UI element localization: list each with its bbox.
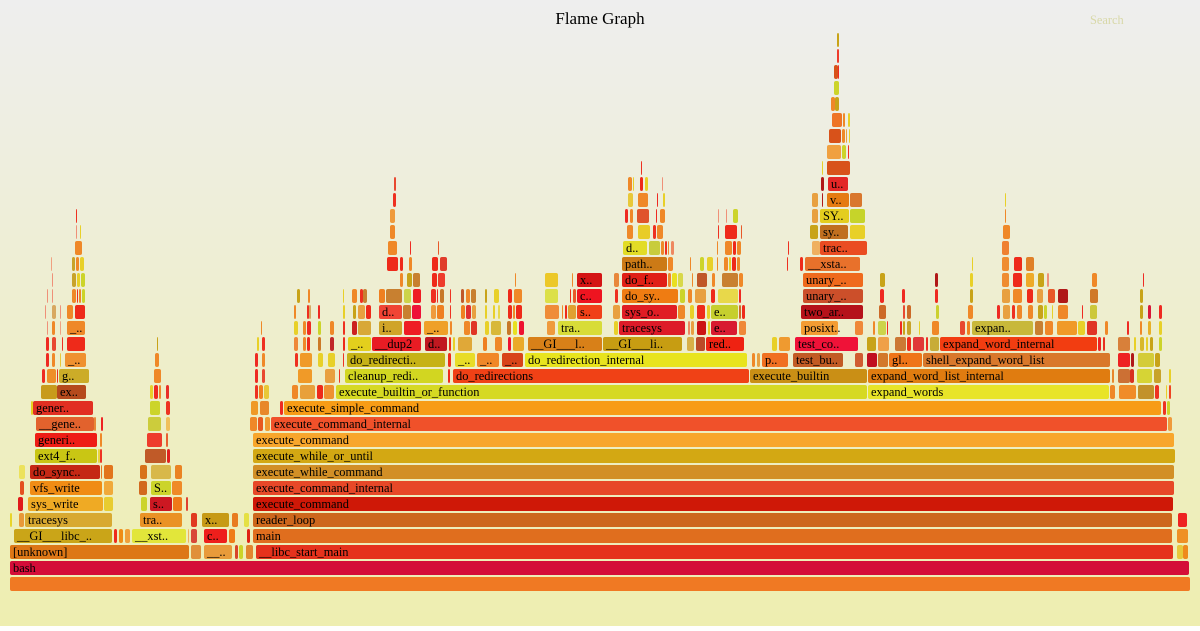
svg-text:Search: Search: [1090, 13, 1125, 27]
svg-text:u..: u..: [831, 177, 843, 191]
svg-text:sy..: sy..: [823, 225, 839, 239]
svg-text:execute_command: execute_command: [256, 497, 350, 511]
svg-text:__dup2: __dup2: [374, 337, 412, 351]
svg-text:__gene..: __gene..: [38, 417, 81, 431]
svg-text:x..: x..: [580, 273, 592, 287]
svg-text:posixt..: posixt..: [804, 321, 841, 335]
svg-text:do_redirection_internal: do_redirection_internal: [528, 353, 645, 367]
svg-text:expand_word_internal: expand_word_internal: [943, 337, 1055, 351]
svg-text:expand_words: expand_words: [871, 385, 943, 399]
svg-text:ext4_f..: ext4_f..: [38, 449, 76, 463]
svg-text:do_sy..: do_sy..: [625, 289, 660, 303]
svg-text:s..: s..: [153, 497, 164, 511]
svg-text:do_sync..: do_sync..: [33, 465, 81, 479]
svg-text:execute_builtin: execute_builtin: [753, 369, 829, 383]
svg-text:do_redirections: do_redirections: [456, 369, 533, 383]
svg-text:s..: s..: [580, 305, 591, 319]
svg-text:test_co..: test_co..: [798, 337, 839, 351]
svg-text:do_f..: do_f..: [625, 273, 654, 287]
svg-text:unary_..: unary_..: [806, 289, 847, 303]
svg-text:_..: _..: [350, 337, 363, 351]
svg-text:vfs_write: vfs_write: [33, 481, 80, 495]
svg-text:SY..: SY..: [823, 209, 843, 223]
svg-text:x..: x..: [205, 513, 217, 527]
svg-text:gener..: gener..: [36, 401, 69, 415]
svg-text:tra..: tra..: [561, 321, 580, 335]
svg-text:main: main: [256, 529, 281, 543]
svg-text:d..: d..: [382, 305, 394, 319]
svg-text:e..: e..: [714, 321, 726, 335]
svg-text:two_ar..: two_ar..: [804, 305, 844, 319]
svg-text:sys_write: sys_write: [31, 497, 79, 511]
svg-text:__xst..: __xst..: [134, 529, 168, 543]
svg-text:__libc_start_main: __libc_start_main: [258, 545, 348, 559]
svg-text:__GI___l..: __GI___l..: [530, 337, 585, 351]
svg-text:expand_word_list_internal: expand_word_list_internal: [871, 369, 1004, 383]
svg-text:expan..: expan..: [975, 321, 1011, 335]
svg-text:trac..: trac..: [823, 241, 848, 255]
svg-text:d..: d..: [626, 241, 638, 255]
svg-text:Flame Graph: Flame Graph: [555, 9, 645, 28]
svg-text:p..: p..: [765, 353, 777, 367]
svg-text:__GI___libc_..: __GI___libc_..: [16, 529, 92, 543]
svg-text:_..: _..: [67, 353, 80, 367]
svg-text:_..: _..: [457, 353, 470, 367]
svg-text:cleanup_redi..: cleanup_redi..: [348, 369, 418, 383]
svg-text:_..: _..: [479, 353, 492, 367]
svg-text:__GI___li..: __GI___li..: [605, 337, 663, 351]
svg-text:e..: e..: [714, 305, 726, 319]
svg-text:execute_simple_command: execute_simple_command: [287, 401, 420, 415]
svg-text:i..: i..: [382, 321, 392, 335]
svg-text:tracesys: tracesys: [28, 513, 68, 527]
svg-text:shell_expand_word_list: shell_expand_word_list: [926, 353, 1045, 367]
svg-text:execute_while_command: execute_while_command: [256, 465, 383, 479]
svg-text:__xsta..: __xsta..: [807, 257, 847, 271]
svg-text:gl..: gl..: [892, 353, 908, 367]
svg-text:sys_o..: sys_o..: [625, 305, 659, 319]
svg-text:bash: bash: [13, 561, 37, 575]
svg-text:__..: __..: [206, 545, 226, 559]
svg-text:path..: path..: [625, 257, 653, 271]
svg-text:S..: S..: [154, 481, 167, 495]
svg-text:_..: _..: [426, 321, 439, 335]
svg-text:execute_while_or_until: execute_while_or_until: [256, 449, 374, 463]
svg-text:do_redirecti..: do_redirecti..: [350, 353, 416, 367]
svg-text:red..: red..: [709, 337, 731, 351]
svg-text:_..: _..: [69, 321, 82, 335]
svg-text:execute_command: execute_command: [256, 433, 350, 447]
svg-text:execute_command_internal: execute_command_internal: [256, 481, 393, 495]
svg-text:tra..: tra..: [143, 513, 162, 527]
svg-text:_..: _..: [504, 353, 517, 367]
svg-text:unary_..: unary_..: [806, 273, 847, 287]
svg-text:generi..: generi..: [38, 433, 75, 447]
svg-text:g..: g..: [62, 369, 74, 383]
svg-text:d..: d..: [428, 337, 440, 351]
svg-text:test_bu..: test_bu..: [796, 353, 838, 367]
svg-text:ex..: ex..: [60, 385, 78, 399]
svg-text:tracesys: tracesys: [622, 321, 662, 335]
svg-text:[unknown]: [unknown]: [13, 545, 67, 559]
svg-text:execute_builtin_or_function: execute_builtin_or_function: [339, 385, 479, 399]
svg-text:v..: v..: [830, 193, 842, 207]
svg-text:execute_command_internal: execute_command_internal: [274, 417, 411, 431]
svg-text:reader_loop: reader_loop: [256, 513, 315, 527]
svg-text:c..: c..: [580, 289, 592, 303]
svg-text:c..: c..: [207, 529, 219, 543]
